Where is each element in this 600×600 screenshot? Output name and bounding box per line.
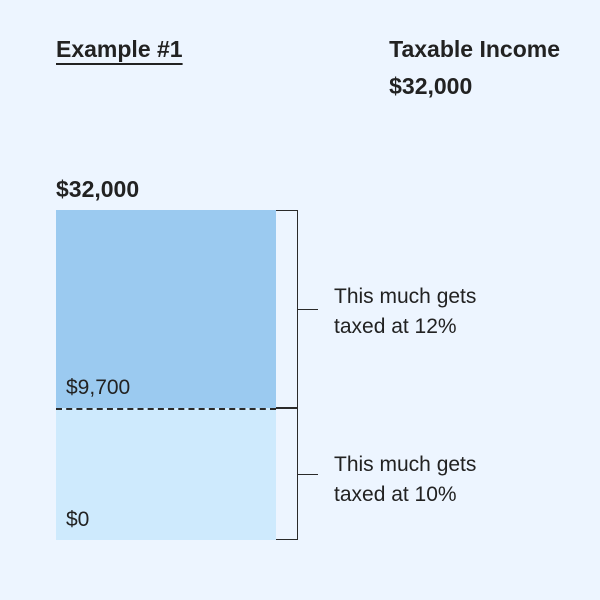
bar-segment-lower: $0: [56, 408, 276, 540]
example-title: Example #1: [56, 36, 183, 100]
annotation-lower: This much gets taxed at 10%: [334, 450, 476, 511]
taxable-income-label: Taxable Income: [389, 36, 560, 63]
annotation-lower-line2: taxed at 10%: [334, 483, 457, 506]
bracket-lower: [276, 408, 298, 540]
taxable-income-block: Taxable Income $32,000: [389, 36, 560, 100]
annotation-upper-line1: This much gets: [334, 285, 476, 308]
bracket-upper: [276, 210, 298, 408]
chart-top-value-label: $32,000: [56, 176, 139, 203]
annotation-upper-line2: taxed at 12%: [334, 315, 457, 338]
annotation-lower-line1: This much gets: [334, 453, 476, 476]
bar-segment-upper: $9,700: [56, 210, 276, 408]
bar-segment-upper-label: $9,700: [66, 376, 130, 400]
bracket-lower-tick: [298, 474, 318, 475]
taxable-income-value: $32,000: [389, 73, 560, 100]
bracket-upper-tick: [298, 309, 318, 310]
annotation-upper: This much gets taxed at 12%: [334, 282, 476, 343]
stacked-bar-chart: $9,700 $0: [56, 210, 276, 540]
page: Example #1 Taxable Income $32,000 $32,00…: [0, 0, 600, 600]
bracket-divider-dashed: [56, 408, 276, 410]
header: Example #1 Taxable Income $32,000: [56, 36, 560, 100]
bar-segment-lower-label: $0: [66, 508, 89, 532]
